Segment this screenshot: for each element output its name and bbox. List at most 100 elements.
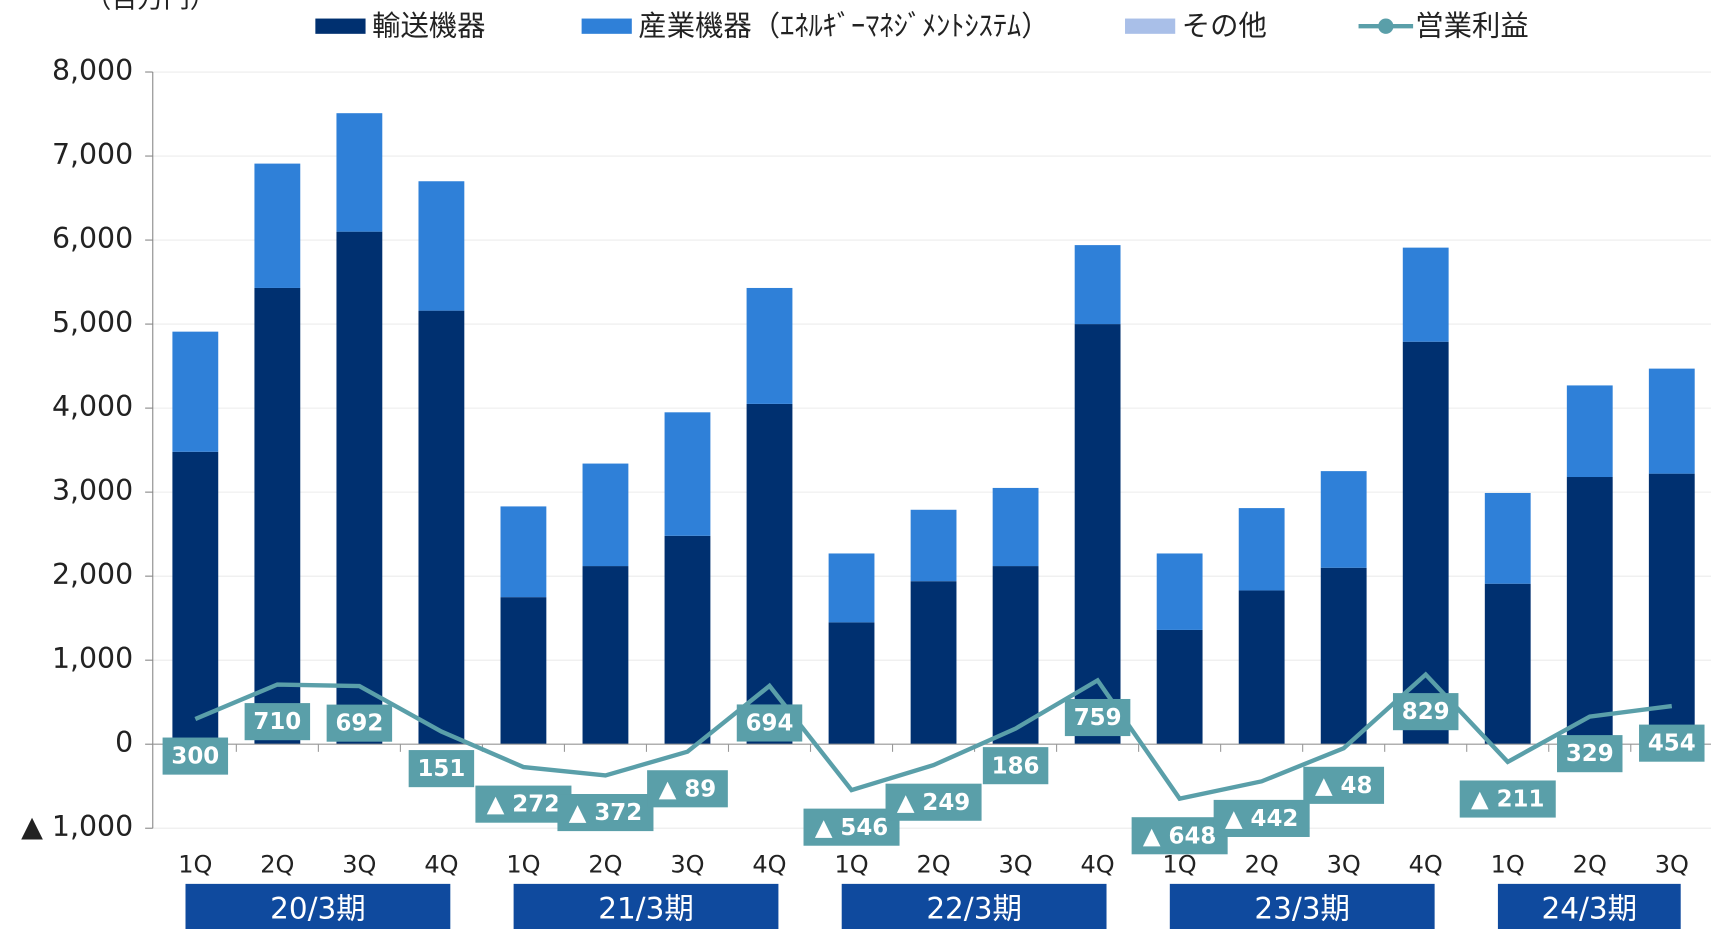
group-label: 21/3期 (598, 892, 694, 926)
value-label: 710 (253, 709, 301, 735)
value-label-box (326, 704, 393, 742)
value-label-box (1213, 799, 1310, 837)
bar-segment (1402, 341, 1449, 745)
value-label-box (1459, 780, 1556, 818)
value-label-box (647, 770, 728, 808)
value-label: ▲ 89 (659, 776, 716, 802)
x-tick-label: 2Q (588, 850, 622, 878)
value-label: ▲ 211 (1471, 787, 1544, 813)
group-label: 20/3期 (270, 892, 366, 926)
x-tick-label: 3Q (1655, 850, 1689, 878)
bar-segment (1402, 247, 1449, 342)
bar-segment (582, 463, 629, 567)
x-tick-label: 3Q (1327, 850, 1361, 878)
x-tick-label: 4Q (752, 850, 786, 878)
value-label-box (982, 747, 1049, 785)
x-tick-label: 3Q (670, 850, 704, 878)
value-label-box (1639, 724, 1705, 762)
value-label-box (557, 794, 654, 832)
value-label: ▲ 442 (1225, 806, 1298, 832)
bar-segment (254, 163, 301, 288)
legend-label: その他 (1182, 9, 1267, 42)
value-label: ▲ 546 (815, 815, 888, 841)
legend-label: 産業機器（ｴﾈﾙｷﾞｰﾏﾈｼﾞﾒﾝﾄｼｽﾃﾑ） (638, 9, 1049, 42)
group-label: 23/3期 (1254, 892, 1350, 926)
value-label: 454 (1648, 731, 1696, 757)
group-box (841, 883, 1107, 929)
value-label: ▲ 372 (569, 800, 642, 826)
x-tick-label: 2Q (1245, 850, 1279, 878)
bar-segment (1320, 567, 1367, 745)
x-tick-label: 1Q (178, 850, 212, 878)
bar-segment (664, 412, 711, 536)
value-label: ▲ 272 (487, 792, 560, 818)
x-tick-label: 1Q (506, 850, 540, 878)
y-tick-label: 1,000 (52, 642, 133, 675)
bar-segment (1320, 471, 1367, 568)
bar-segment (1238, 590, 1285, 745)
bar-segment (500, 506, 547, 598)
y-tick-label: 6,000 (52, 222, 133, 255)
bar-segment (336, 231, 383, 745)
bar-segment (828, 553, 875, 623)
value-label-box (1392, 693, 1459, 731)
group-box (185, 883, 451, 929)
legend-marker (1378, 18, 1394, 34)
x-tick-label: 3Q (342, 850, 376, 878)
value-label-box (885, 783, 982, 821)
y-tick-label: 5,000 (52, 306, 133, 339)
legend-label: 営業利益 (1415, 9, 1528, 42)
bar-segment (1238, 508, 1285, 591)
bar-segment (1074, 245, 1121, 325)
y-axis-label: （百万円） (85, 0, 216, 15)
group-box (1169, 883, 1435, 929)
x-tick-label: 2Q (1573, 850, 1607, 878)
bar-segment (664, 535, 711, 745)
x-tick-label: 4Q (1409, 850, 1443, 878)
profit-line (194, 671, 1673, 802)
value-label: 692 (335, 711, 383, 737)
x-tick-label: 2Q (260, 850, 294, 878)
bar-segment (992, 487, 1039, 567)
value-label-box (1131, 817, 1228, 855)
value-label-box (1303, 766, 1385, 804)
x-tick-label: 4Q (1081, 850, 1115, 878)
y-tick-label: 8,000 (52, 54, 133, 87)
y-tick-label: 0 (115, 726, 133, 759)
bar-segment (1648, 473, 1695, 745)
y-tick-label: 3,000 (52, 474, 133, 507)
bar-segment (1156, 553, 1203, 630)
bar-segment (1156, 629, 1203, 745)
bar-segment (1074, 324, 1121, 745)
value-label: 329 (1566, 741, 1614, 767)
x-tick-label: 1Q (1491, 850, 1525, 878)
bar-segment (336, 113, 383, 232)
bar-segment (500, 597, 547, 745)
value-label-box (244, 703, 311, 741)
value-label: 186 (992, 753, 1040, 779)
bar-segment (828, 622, 875, 745)
legend-swatch (581, 18, 632, 34)
value-label-box (408, 750, 475, 788)
bar-segment (910, 509, 957, 582)
value-label: 829 (1402, 699, 1450, 725)
value-label-box (803, 808, 900, 846)
bar-segment (992, 566, 1039, 745)
value-label: 151 (417, 756, 465, 782)
legend-swatch (1125, 18, 1176, 34)
value-label-box (162, 737, 229, 775)
x-tick-label: 1Q (1163, 850, 1197, 878)
value-label: ▲ 648 (1143, 823, 1216, 849)
bar-segment (172, 451, 219, 745)
x-tick-label: 3Q (998, 850, 1032, 878)
bar-segment (254, 287, 301, 745)
y-tick-label: 7,000 (52, 138, 133, 171)
bar-segment (1566, 385, 1613, 478)
bar-segment (172, 331, 219, 452)
bar-segment (746, 287, 793, 404)
y-tick-label: 2,000 (52, 558, 133, 591)
y-tick-label: 4,000 (52, 390, 133, 423)
bar-segment (1566, 477, 1613, 745)
bar-segment (418, 181, 465, 311)
